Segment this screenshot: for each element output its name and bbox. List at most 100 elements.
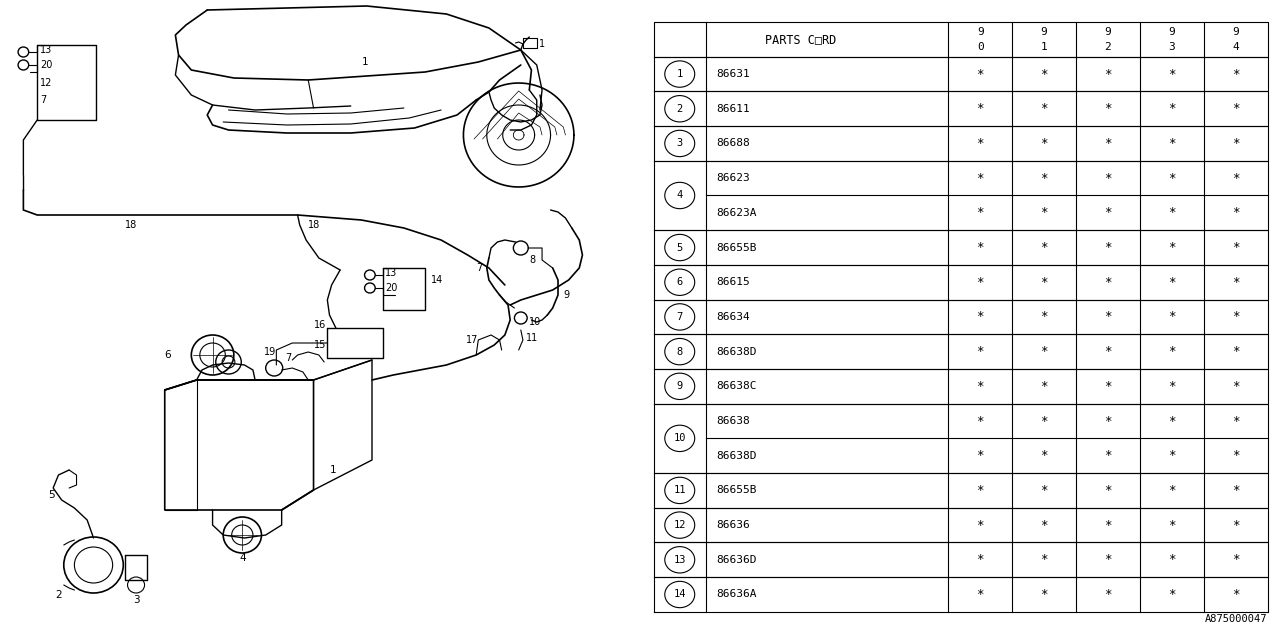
Text: 86638D: 86638D	[717, 451, 756, 461]
Text: 86611: 86611	[717, 104, 750, 114]
Text: *: *	[977, 415, 984, 428]
Text: *: *	[1231, 310, 1239, 323]
Text: *: *	[1231, 518, 1239, 532]
Text: 16: 16	[314, 320, 326, 330]
Text: 7: 7	[476, 263, 483, 273]
Text: *: *	[1169, 241, 1175, 254]
Text: *: *	[977, 206, 984, 220]
Text: *: *	[1231, 206, 1239, 220]
Text: *: *	[1105, 241, 1112, 254]
Text: *: *	[977, 380, 984, 393]
Text: 12: 12	[673, 520, 686, 530]
Text: 18: 18	[125, 220, 138, 230]
Text: 13: 13	[673, 555, 686, 564]
Text: *: *	[1169, 172, 1175, 185]
Text: 9: 9	[1233, 27, 1239, 37]
Text: *: *	[1169, 415, 1175, 428]
Text: *: *	[1169, 345, 1175, 358]
Text: 3: 3	[133, 595, 140, 605]
Text: *: *	[1041, 588, 1048, 601]
Text: 9: 9	[1169, 27, 1175, 37]
Text: 7: 7	[41, 95, 46, 105]
Text: 86638C: 86638C	[717, 381, 756, 391]
Text: *: *	[1041, 241, 1048, 254]
Text: *: *	[1231, 172, 1239, 185]
Text: 8: 8	[530, 255, 535, 265]
Text: 86636: 86636	[717, 520, 750, 530]
Text: *: *	[1105, 345, 1112, 358]
Text: *: *	[1231, 345, 1239, 358]
Text: *: *	[1041, 345, 1048, 358]
Text: *: *	[1041, 554, 1048, 566]
Text: *: *	[1105, 484, 1112, 497]
Text: *: *	[977, 102, 984, 115]
Text: 86634: 86634	[717, 312, 750, 322]
Text: 86636D: 86636D	[717, 555, 756, 564]
Text: 2: 2	[1105, 42, 1111, 52]
Text: 86636A: 86636A	[717, 589, 756, 600]
Text: 15: 15	[314, 340, 326, 350]
Text: 12: 12	[41, 78, 52, 88]
Text: *: *	[977, 172, 984, 185]
Text: 86615: 86615	[717, 277, 750, 287]
Text: 18: 18	[308, 220, 320, 230]
Text: 9: 9	[1105, 27, 1111, 37]
Text: *: *	[1041, 380, 1048, 393]
Text: *: *	[1041, 172, 1048, 185]
Text: *: *	[1041, 518, 1048, 532]
Text: *: *	[1041, 276, 1048, 289]
Text: 13: 13	[41, 45, 52, 55]
Text: *: *	[1231, 449, 1239, 462]
Text: 4: 4	[239, 553, 246, 563]
Text: 9: 9	[563, 290, 570, 300]
Text: 86623: 86623	[717, 173, 750, 183]
Text: PARTS C□RD: PARTS C□RD	[765, 33, 837, 46]
Text: *: *	[977, 588, 984, 601]
Text: 1: 1	[539, 39, 545, 49]
Text: *: *	[1231, 484, 1239, 497]
Text: *: *	[1231, 276, 1239, 289]
Text: *: *	[1231, 415, 1239, 428]
Text: 2: 2	[55, 590, 61, 600]
Text: *: *	[1231, 137, 1239, 150]
Text: *: *	[977, 345, 984, 358]
Text: *: *	[1105, 415, 1112, 428]
Text: *: *	[1105, 137, 1112, 150]
Text: 86638: 86638	[717, 416, 750, 426]
Text: 0: 0	[977, 42, 983, 52]
Text: *: *	[1169, 449, 1175, 462]
Text: *: *	[977, 518, 984, 532]
Text: 6: 6	[165, 350, 172, 360]
Text: *: *	[1041, 415, 1048, 428]
Text: *: *	[1041, 449, 1048, 462]
Text: 5: 5	[47, 490, 55, 500]
Text: 1: 1	[361, 57, 367, 67]
Text: *: *	[977, 484, 984, 497]
Text: *: *	[1041, 137, 1048, 150]
Text: *: *	[1105, 554, 1112, 566]
Text: *: *	[977, 276, 984, 289]
Text: *: *	[1105, 518, 1112, 532]
Text: *: *	[977, 241, 984, 254]
Text: 86638D: 86638D	[717, 347, 756, 356]
Text: 1: 1	[1041, 42, 1047, 52]
Text: 4: 4	[677, 191, 682, 200]
Text: *: *	[1231, 588, 1239, 601]
Text: 86655B: 86655B	[717, 243, 756, 253]
Text: *: *	[1041, 102, 1048, 115]
Text: 14: 14	[673, 589, 686, 600]
Text: *: *	[1105, 449, 1112, 462]
Text: *: *	[977, 137, 984, 150]
Text: *: *	[1231, 241, 1239, 254]
Text: *: *	[1169, 102, 1175, 115]
Text: 2: 2	[677, 104, 682, 114]
Text: *: *	[1105, 102, 1112, 115]
Text: 13: 13	[385, 268, 397, 278]
Text: 19: 19	[264, 347, 275, 357]
Text: 5: 5	[677, 243, 682, 253]
Text: *: *	[977, 310, 984, 323]
Text: *: *	[1169, 310, 1175, 323]
Text: 11: 11	[526, 333, 539, 343]
Text: *: *	[1169, 518, 1175, 532]
Text: *: *	[1169, 206, 1175, 220]
